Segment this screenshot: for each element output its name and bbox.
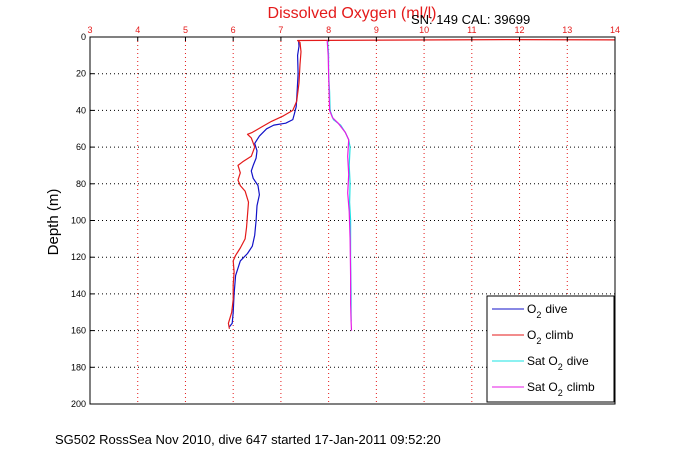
- y-tick-label: 100: [71, 216, 86, 226]
- y-tick-label: 160: [71, 326, 86, 336]
- series-o2-climb: [227, 38, 616, 329]
- x-tick-label: 7: [278, 25, 283, 35]
- legend-o2-climb-subscript: 2: [536, 336, 541, 346]
- y-tick-label: 140: [71, 289, 86, 299]
- serial-calibration-label: SN: 149 CAL: 39699: [411, 12, 530, 27]
- x-tick-label: 10: [419, 25, 429, 35]
- legend-entry-sat-climb: Sat O2 climb: [527, 380, 595, 398]
- axis-ticks: 3 4 5 6 7 8 9 10 11 12 13 1402040608010012014016018…: [71, 25, 620, 409]
- y-tick-label: 60: [76, 142, 86, 152]
- x-tick-label: 13: [562, 25, 572, 35]
- x-tick-label: 8: [326, 25, 331, 35]
- y-tick-label: 80: [76, 179, 86, 189]
- legend-sat-climb-label: climb: [567, 380, 595, 394]
- x-tick-label: 14: [610, 25, 620, 35]
- legend: O2 dive O2 climb Sat O2 dive Sat O2 climb: [486, 295, 615, 403]
- series-sat-o2-climb: [326, 40, 353, 331]
- dive-info-footer: SG502 RossSea Nov 2010, dive 647 started…: [55, 432, 441, 447]
- legend-o2-dive-prefix: O: [527, 302, 536, 316]
- legend-sat-dive-prefix: Sat O: [527, 354, 558, 368]
- y-tick-label: 20: [76, 69, 86, 79]
- x-tick-label: 3: [87, 25, 92, 35]
- x-tick-label: 9: [374, 25, 379, 35]
- x-tick-label: 4: [135, 25, 140, 35]
- y-tick-label: 200: [71, 399, 86, 409]
- legend-entry-o2-climb: O2 climb: [527, 328, 574, 346]
- y-tick-label: 180: [71, 362, 86, 372]
- legend-entry-sat-dive: Sat O2 dive: [527, 354, 589, 372]
- series-layer: [227, 38, 616, 331]
- chart-title: Dissolved Oxygen (ml/l): [268, 5, 437, 22]
- legend-sat-climb-subscript: 2: [558, 388, 563, 398]
- legend-sat-dive-subscript: 2: [558, 362, 563, 372]
- legend-o2-dive-label: dive: [545, 302, 567, 316]
- y-axis-label: Depth (m): [45, 189, 62, 256]
- legend-entry-o2-dive: O2 dive: [527, 302, 568, 320]
- x-tick-label: 11: [467, 25, 476, 35]
- legend-o2-climb-prefix: O: [527, 328, 536, 342]
- y-tick-label: 40: [76, 105, 86, 115]
- y-tick-label: 120: [71, 252, 86, 262]
- legend-o2-dive-subscript: 2: [536, 310, 541, 320]
- x-tick-label: 6: [231, 25, 236, 35]
- legend-sat-dive-label: dive: [567, 354, 589, 368]
- x-tick-label: 5: [183, 25, 188, 35]
- legend-sat-climb-prefix: Sat O: [527, 380, 558, 394]
- series-o2-dive: [228, 40, 300, 328]
- legend-box: [486, 295, 615, 403]
- legend-o2-climb-label: climb: [545, 328, 573, 342]
- y-tick-label: 0: [81, 32, 86, 42]
- x-tick-label: 12: [515, 25, 525, 35]
